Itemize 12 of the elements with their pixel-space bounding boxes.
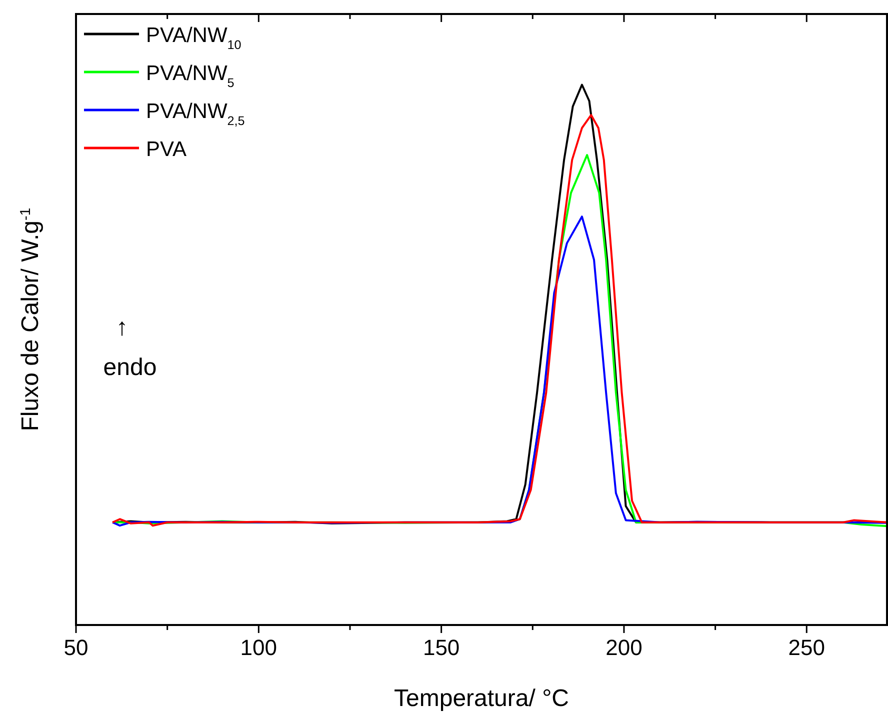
- legend-label: PVA/NW$_{5}$: [146, 62, 234, 90]
- x-tick-label: 100: [240, 635, 278, 660]
- annotation: endo: [103, 354, 157, 381]
- x-tick-label: 150: [422, 635, 460, 660]
- legend-label: PVA: [146, 138, 186, 161]
- legend-label: PVA/NW$_{2,5}$: [146, 100, 245, 128]
- annotation: ↑: [116, 314, 128, 341]
- legend-label: PVA/NW$_{10}$: [146, 24, 242, 52]
- x-axis-title: Temperatura/ °C: [394, 685, 569, 712]
- x-tick-label: 250: [788, 635, 825, 660]
- x-tick-label: 200: [606, 635, 642, 660]
- x-tick-label: 50: [64, 635, 88, 660]
